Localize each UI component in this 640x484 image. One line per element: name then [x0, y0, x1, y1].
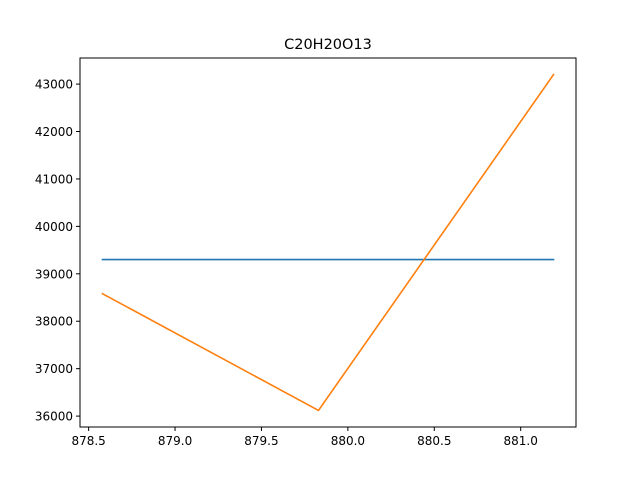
y-tick-label: 43000: [35, 78, 73, 92]
plot-frame: [79, 57, 577, 428]
chart-title: C20H20O13: [284, 37, 372, 53]
y-tick-label: 36000: [35, 410, 73, 424]
y-tick-label: 37000: [35, 362, 73, 376]
x-tick-label: 878.5: [71, 434, 105, 448]
x-tick-label: 881.0: [504, 434, 538, 448]
x-tick-label: 880.5: [417, 434, 451, 448]
y-tick-label: 39000: [35, 267, 73, 281]
x-tick-label: 879.5: [244, 434, 278, 448]
series-line-2: [101, 73, 555, 412]
y-tick-label: 42000: [35, 125, 73, 139]
y-tick-label: 40000: [35, 220, 73, 234]
x-tick-label: 880.0: [331, 434, 365, 448]
x-axis: 878.5 879.0 879.5 880.0 880.5 881.0: [71, 427, 538, 448]
y-tick-label: 41000: [35, 172, 73, 186]
x-tick-label: 879.0: [158, 434, 192, 448]
series-layer: [101, 73, 555, 412]
y-tick-label: 38000: [35, 315, 73, 329]
y-axis: 36000 37000 38000 39000 40000 41000 42000 43000: [35, 78, 80, 424]
